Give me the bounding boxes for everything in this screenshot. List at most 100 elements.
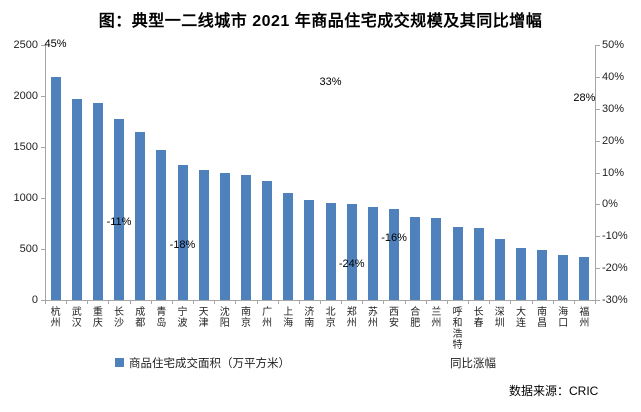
- bar-成都: [135, 132, 146, 300]
- x-axis-label-深圳: 深 圳: [494, 307, 505, 329]
- bar-海口: [558, 254, 569, 300]
- right-axis-tick: [596, 236, 600, 238]
- left-axis-tick-label: 0: [31, 294, 38, 306]
- bar-青岛: [156, 150, 167, 300]
- x-axis-tick: [573, 300, 575, 304]
- bar-苏州: [367, 206, 378, 300]
- right-axis-tick-label: -30%: [602, 294, 628, 306]
- left-axis-tick: [41, 147, 45, 148]
- x-axis-label-青岛: 青 岛: [156, 307, 167, 329]
- x-axis-tick: [87, 300, 89, 304]
- bar-沈阳: [219, 173, 230, 300]
- x-axis-tick: [235, 300, 237, 304]
- left-axis-line: [45, 45, 46, 300]
- bar-长春: [473, 227, 484, 300]
- right-axis-tick-label: 10%: [602, 166, 625, 179]
- chart-title: 图：典型一二线城市 2021 年商品住宅成交规模及其同比增幅: [98, 13, 543, 30]
- left-axis-tick-label: 2000: [13, 90, 38, 102]
- right-axis-tick-label: -10%: [602, 230, 628, 243]
- right-axis-line: [595, 45, 596, 300]
- x-axis-tick: [362, 300, 364, 304]
- left-axis-tick: [41, 300, 45, 301]
- right-axis-tick: [596, 45, 600, 46]
- x-axis-tick: [595, 300, 596, 304]
- left-axis-tick: [41, 45, 45, 46]
- x-axis-tick: [320, 300, 321, 304]
- x-axis-tick: [298, 300, 300, 304]
- growth-label-北京: 33%: [319, 76, 342, 89]
- x-axis-tick: [129, 300, 131, 304]
- x-axis-label-广州: 广 州: [262, 307, 273, 329]
- x-axis-label-大连: 大 连: [515, 307, 526, 329]
- right-axis-tick-label: 20%: [602, 134, 625, 147]
- left-axis-tick-label: 1500: [13, 141, 38, 153]
- bar-北京: [325, 203, 336, 300]
- bar-西安: [389, 209, 400, 300]
- x-axis-tick: [108, 300, 110, 304]
- x-axis-tick: [404, 300, 406, 304]
- right-axis-tick-label: -20%: [602, 262, 628, 275]
- bar-上海: [283, 192, 294, 300]
- legend-item-bar-series: 商品住宅成交面积（万平方米）: [115, 357, 290, 371]
- x-axis-label-南昌: 南 昌: [537, 307, 548, 329]
- x-axis-label-西安: 西 安: [389, 307, 400, 329]
- x-axis-tick: [510, 300, 512, 304]
- bar-福州: [579, 256, 590, 300]
- bar-广州: [262, 181, 273, 300]
- bar-大连: [515, 247, 526, 300]
- x-axis-label-济南: 济 南: [304, 307, 315, 329]
- x-axis-tick: [277, 300, 279, 304]
- data-source-note: 数据来源：CRIC: [509, 384, 599, 398]
- x-axis-tick: [150, 300, 152, 304]
- growth-label-长沙: -11%: [106, 216, 132, 229]
- x-axis-label-南京: 南 京: [240, 307, 251, 329]
- right-axis-tick-label: 30%: [602, 102, 625, 115]
- x-axis-label-宁波: 宁 波: [177, 307, 188, 329]
- x-axis-tick: [171, 300, 173, 304]
- x-axis-tick: [45, 300, 46, 304]
- legend-item-line-series: 同比涨幅: [450, 357, 496, 371]
- bar-合肥: [410, 216, 421, 300]
- x-axis-label-合肥: 合 肥: [410, 307, 421, 329]
- left-axis-tick-label: 1000: [13, 192, 38, 204]
- x-axis-label-兰州: 兰 州: [431, 307, 442, 329]
- bar-武汉: [71, 99, 82, 300]
- x-axis-tick: [193, 300, 195, 304]
- growth-label-郑州: -24%: [338, 257, 365, 270]
- x-axis-label-杭州: 杭 州: [50, 307, 61, 329]
- x-axis-label-郑州: 郑 州: [346, 307, 357, 329]
- bar-南昌: [537, 250, 548, 300]
- bar-series-legend-label: 商品住宅成交面积（万平方米）: [129, 358, 290, 370]
- bar-济南: [304, 199, 315, 300]
- x-axis-label-重庆: 重 庆: [92, 307, 103, 329]
- growth-label-福州: 28%: [573, 92, 596, 105]
- right-axis-tick: [596, 268, 600, 270]
- x-axis-label-上海: 上 海: [283, 307, 294, 329]
- bar-深圳: [494, 238, 505, 300]
- bar-长沙: [114, 118, 125, 300]
- left-axis-tick-label: 2500: [13, 39, 38, 51]
- x-axis-tick: [256, 300, 258, 304]
- x-axis-tick: [341, 300, 343, 304]
- right-axis-tick: [596, 300, 600, 301]
- bar-天津: [198, 170, 209, 300]
- bar-series-legend-swatch: [115, 358, 124, 367]
- x-axis-tick: [468, 300, 470, 304]
- left-axis-tick: [41, 96, 45, 97]
- x-axis-label-海口: 海 口: [558, 307, 569, 329]
- bar-宁波: [177, 165, 188, 300]
- growth-label-杭州: 45%: [44, 37, 67, 50]
- bar-郑州: [346, 204, 357, 300]
- right-axis-tick: [596, 172, 600, 174]
- right-axis-tick-label: 40%: [602, 70, 625, 83]
- right-axis-tick: [596, 140, 600, 142]
- bar-兰州: [431, 218, 442, 300]
- x-axis-tick: [446, 300, 448, 304]
- bar-杭州: [50, 76, 61, 300]
- bar-重庆: [92, 103, 103, 300]
- x-axis-label-长春: 长 春: [473, 307, 484, 329]
- right-axis-tick-label: 0%: [602, 198, 618, 211]
- x-axis-label-沈阳: 沈 阳: [219, 307, 230, 329]
- growth-label-宁波: -18%: [169, 238, 196, 251]
